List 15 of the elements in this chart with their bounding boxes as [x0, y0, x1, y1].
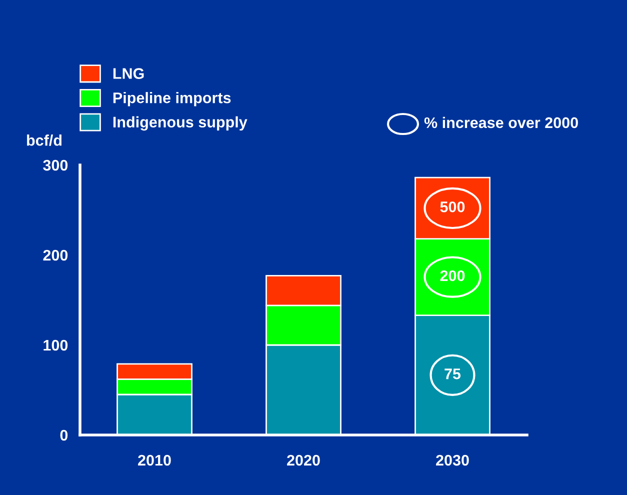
x-tick-label: 2020 [287, 454, 320, 466]
y-tick-label: 100 [44, 340, 68, 351]
legend-label: Indigenous supply [113, 116, 248, 131]
x-tick-label: 2030 [436, 454, 469, 466]
text: % increase over 2000 [424, 116, 578, 128]
annotation: 500 [440, 201, 465, 212]
y-axis-title: bcf/d [27, 134, 62, 146]
annotation: 200 [440, 270, 465, 282]
y-tick-label: 0 [60, 430, 68, 441]
legend-label: Pipeline imports [113, 92, 231, 106]
legend-label: LNG [113, 68, 144, 79]
y-tick-label: 300 [43, 160, 68, 171]
y-tick-label: 200 [43, 250, 68, 261]
x-tick-label: 2010 [138, 454, 171, 466]
annotation: 75 [444, 368, 461, 380]
